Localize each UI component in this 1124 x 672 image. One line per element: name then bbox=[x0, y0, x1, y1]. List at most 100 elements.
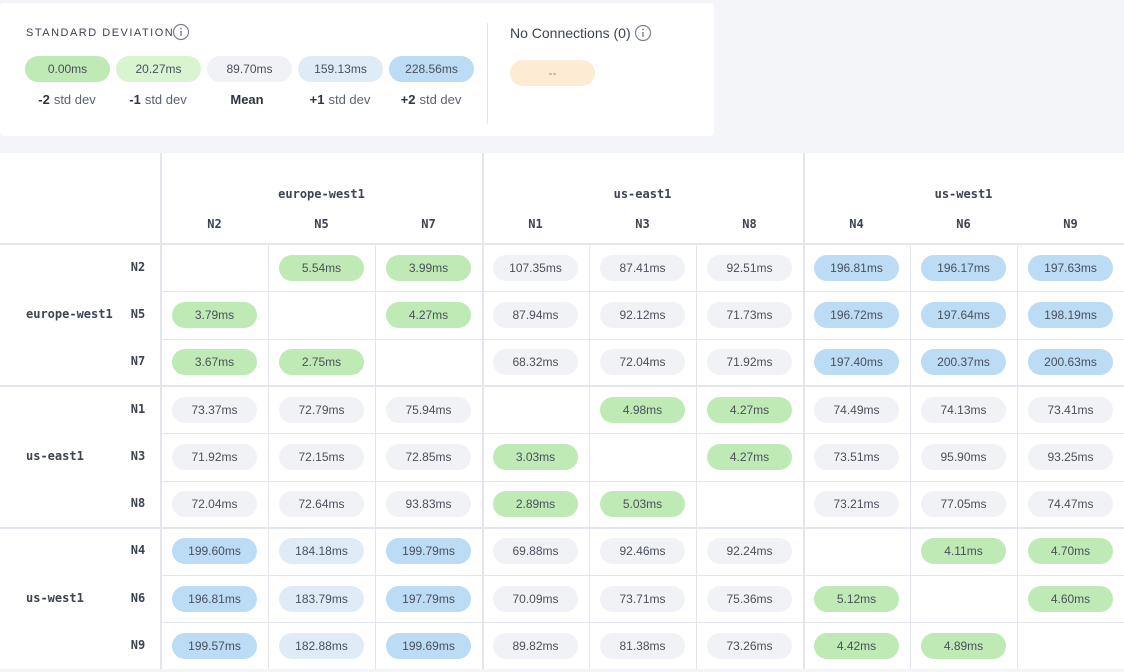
latency-cell: 72.04ms bbox=[600, 349, 685, 376]
legend-pill: 20.27ms bbox=[116, 56, 201, 82]
column-node: N8 bbox=[742, 217, 757, 231]
grid-line bbox=[1017, 244, 1018, 669]
latency-cell: 4.89ms bbox=[921, 633, 1006, 660]
latency-cell: 4.98ms bbox=[600, 396, 685, 423]
row-node: N6 bbox=[130, 590, 146, 605]
grid-line bbox=[161, 433, 1124, 435]
legend-label-strong: Mean bbox=[230, 92, 264, 107]
latency-cell: 72.79ms bbox=[279, 396, 364, 423]
latency-cell: 87.94ms bbox=[493, 301, 578, 328]
column-node: N9 bbox=[1063, 217, 1078, 231]
latency-cell: 197.64ms bbox=[921, 301, 1006, 328]
latency-cell: 2.89ms bbox=[493, 491, 578, 518]
latency-cell: 2.75ms bbox=[279, 349, 364, 376]
latency-cell: 196.81ms bbox=[814, 254, 899, 281]
latency-cell: 196.81ms bbox=[172, 585, 257, 612]
latency-cell: 74.49ms bbox=[814, 396, 899, 423]
grid-line bbox=[268, 244, 269, 669]
column-region: europe-west1 bbox=[278, 187, 365, 201]
latency-cell: 73.71ms bbox=[600, 585, 685, 612]
latency-cell: 73.37ms bbox=[172, 396, 257, 423]
grid-line bbox=[161, 338, 1124, 340]
no-connections-pill: -- bbox=[510, 60, 595, 86]
latency-cell: 87.41ms bbox=[600, 254, 685, 281]
info-icon[interactable] bbox=[634, 24, 652, 42]
column-region: us-west1 bbox=[934, 187, 993, 201]
latency-cell: 72.64ms bbox=[279, 491, 364, 518]
row-region: us-west1 bbox=[26, 590, 84, 605]
row-node: N1 bbox=[130, 401, 146, 416]
latency-cell: 77.05ms bbox=[921, 491, 1006, 518]
row-node: N2 bbox=[130, 259, 146, 274]
legend-label-strong: +2 bbox=[400, 92, 416, 107]
latency-cell: 72.15ms bbox=[279, 443, 364, 470]
latency-cell: 70.09ms bbox=[493, 585, 578, 612]
grid-line bbox=[375, 244, 376, 669]
row-node: N9 bbox=[130, 638, 146, 653]
latency-cell: 92.51ms bbox=[707, 254, 792, 281]
latency-cell: 93.83ms bbox=[386, 491, 471, 518]
column-node: N5 bbox=[314, 217, 329, 231]
latency-cell: 68.32ms bbox=[493, 349, 578, 376]
latency-cell: 184.18ms bbox=[279, 538, 364, 565]
legend-label: -2 std dev bbox=[25, 92, 109, 107]
column-node: N1 bbox=[528, 217, 543, 231]
latency-cell: 200.37ms bbox=[921, 349, 1006, 376]
legend-label: Mean bbox=[207, 92, 291, 107]
latency-cell: 197.79ms bbox=[386, 585, 471, 612]
latency-cell: 4.27ms bbox=[386, 301, 471, 328]
legend-label: +1 std dev bbox=[298, 92, 382, 107]
latency-cell: 199.79ms bbox=[386, 538, 471, 565]
column-node: N4 bbox=[849, 217, 864, 231]
latency-cell: 92.46ms bbox=[600, 538, 685, 565]
latency-cell: 92.24ms bbox=[707, 538, 792, 565]
latency-cell: 81.38ms bbox=[600, 633, 685, 660]
info-icon[interactable] bbox=[172, 23, 190, 41]
latency-cell: 197.63ms bbox=[1028, 254, 1113, 281]
legend-pill: 159.13ms bbox=[298, 56, 383, 82]
column-node: N2 bbox=[207, 217, 222, 231]
latency-cell: 198.19ms bbox=[1028, 301, 1113, 328]
latency-cell: 200.63ms bbox=[1028, 349, 1113, 376]
column-region: us-east1 bbox=[613, 187, 672, 201]
latency-cell: 89.82ms bbox=[493, 633, 578, 660]
latency-cell: 182.88ms bbox=[279, 633, 364, 660]
row-node: N5 bbox=[130, 306, 146, 321]
row-node: N4 bbox=[130, 543, 146, 558]
latency-cell: 73.41ms bbox=[1028, 396, 1113, 423]
legend-pill: 0.00ms bbox=[25, 56, 110, 82]
legend-label-text: std dev bbox=[328, 92, 371, 107]
latency-cell: 3.79ms bbox=[172, 301, 257, 328]
latency-cell: 4.60ms bbox=[1028, 585, 1113, 612]
latency-cell: 5.54ms bbox=[279, 254, 364, 281]
legend-label-strong: -2 bbox=[38, 92, 50, 107]
latency-cell: 4.11ms bbox=[921, 538, 1006, 565]
latency-cell: 4.27ms bbox=[707, 396, 792, 423]
latency-cell: 73.26ms bbox=[707, 633, 792, 660]
latency-cell: 199.57ms bbox=[172, 633, 257, 660]
latency-matrix: europe-west1 N2 N5 N7 us-east1 N1 N3 N8 us-west1… bbox=[0, 153, 1124, 669]
legend-pill: 89.70ms bbox=[207, 56, 292, 82]
latency-cell: 5.03ms bbox=[600, 491, 685, 518]
legend-label: +2 std dev bbox=[389, 92, 473, 107]
latency-cell: 95.90ms bbox=[921, 443, 1006, 470]
latency-cell: 71.92ms bbox=[707, 349, 792, 376]
grid-line bbox=[161, 480, 1124, 482]
grid-line bbox=[0, 384, 1124, 387]
row-node: N3 bbox=[130, 448, 146, 463]
grid-line bbox=[161, 622, 1124, 624]
column-node: N3 bbox=[635, 217, 650, 231]
grid-line bbox=[803, 153, 805, 669]
row-node: N7 bbox=[130, 354, 146, 369]
no-connections-title: No Connections (0) bbox=[510, 25, 631, 41]
latency-cell: 75.36ms bbox=[707, 585, 792, 612]
legend-title: STANDARD DEVIATION bbox=[26, 27, 175, 39]
latency-cell: 3.67ms bbox=[172, 349, 257, 376]
latency-cell: 72.04ms bbox=[172, 491, 257, 518]
legend-label-text: std dev bbox=[53, 92, 96, 107]
legend-pill: 228.56ms bbox=[389, 56, 474, 82]
row-region: us-east1 bbox=[26, 448, 84, 463]
legend-label-strong: +1 bbox=[309, 92, 325, 107]
legend-label-strong: -1 bbox=[129, 92, 141, 107]
grid-line bbox=[0, 526, 1124, 529]
